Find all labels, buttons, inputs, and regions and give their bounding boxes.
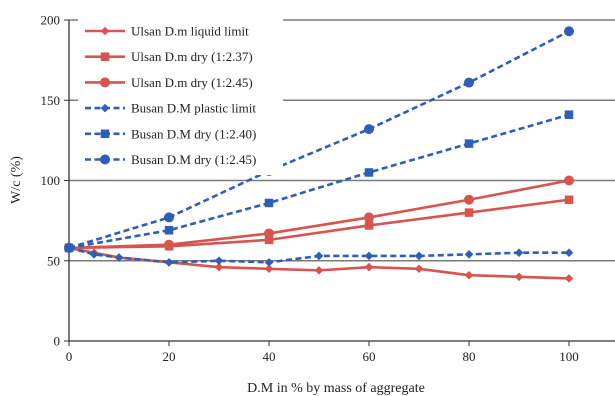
legend-entry-1: Ulsan D.m liquid limit <box>85 24 249 39</box>
data-point <box>114 253 124 262</box>
series-line <box>68 246 570 280</box>
data-point <box>364 212 374 223</box>
data-point <box>414 251 424 261</box>
legend-entry-4: Busan D.M plastic limit <box>85 101 256 116</box>
data-point <box>64 242 74 253</box>
legend-entry-5: Busan D.M dry (1:2.40) <box>85 126 256 141</box>
legend-label: Busan D.M plastic limit <box>131 101 256 116</box>
legend-swatch-marker <box>100 26 110 36</box>
data-point <box>364 221 374 230</box>
data-point <box>464 194 474 205</box>
data-point <box>564 195 574 205</box>
data-point <box>564 175 574 186</box>
data-point <box>264 198 274 208</box>
legend-entry-3: Ulsan D.m dry (1:2.45) <box>85 75 253 90</box>
x-tick-label: 20 <box>163 349 176 364</box>
legend-label: Busan D.M dry (1:2.40) <box>131 126 256 141</box>
data-point <box>364 251 374 261</box>
legend-entry-2: Ulsan D.m dry (1:2.37) <box>85 49 253 64</box>
x-tick-label: 100 <box>559 349 579 364</box>
data-point <box>264 264 274 274</box>
legend-swatch-marker <box>100 77 110 88</box>
x-tick-label: 0 <box>66 349 73 364</box>
y-tick-label: 200 <box>41 13 61 28</box>
data-point <box>364 124 374 135</box>
data-point <box>514 248 524 258</box>
y-tick-label: 150 <box>41 93 61 108</box>
data-point <box>164 212 174 223</box>
series-line <box>68 179 570 250</box>
data-point <box>564 274 574 283</box>
data-point <box>364 168 374 177</box>
data-point <box>214 262 224 272</box>
data-point <box>364 262 374 272</box>
data-point <box>464 250 474 259</box>
legend-background <box>78 17 283 175</box>
series-line <box>68 30 570 250</box>
data-point <box>514 272 524 282</box>
series-layer <box>64 26 574 283</box>
x-axis-title: D.M in % by mass of aggregate <box>247 381 425 396</box>
data-point <box>564 248 574 258</box>
data-point <box>164 258 174 267</box>
series-6 <box>64 26 574 253</box>
legend-swatch-marker <box>100 52 110 61</box>
legend-label: Busan D.M dry (1:2.45) <box>131 152 256 167</box>
data-point <box>414 264 424 274</box>
legend: Ulsan D.m liquid limit Ulsan D.m dry (1:2… <box>78 17 283 175</box>
data-point <box>264 258 274 267</box>
data-point <box>164 226 174 235</box>
x-tick-label: 40 <box>263 349 276 364</box>
data-point <box>564 110 574 119</box>
data-point <box>164 239 174 250</box>
legend-label: Ulsan D.m liquid limit <box>131 24 249 39</box>
data-point <box>214 256 224 266</box>
legend-label: Ulsan D.m dry (1:2.45) <box>131 75 253 90</box>
data-point <box>464 208 474 217</box>
series-line <box>68 198 570 250</box>
legend-swatch-marker <box>100 154 110 165</box>
x-tick-label: 60 <box>363 349 376 364</box>
data-point <box>564 26 574 37</box>
data-point <box>264 228 274 239</box>
data-point <box>464 77 474 88</box>
x-tick-label: 80 <box>463 349 476 364</box>
legend-entry-6: Busan D.M dry (1:2.45) <box>85 152 256 167</box>
y-tick-label: 0 <box>54 334 61 349</box>
y-axis-title: W/c (%) <box>9 156 24 204</box>
y-tick-label: 50 <box>47 253 60 268</box>
ticks-layer: 0 50 100 150 200 0 20 40 60 80 100 <box>41 13 579 365</box>
series-4 <box>64 243 574 267</box>
y-tick-label: 100 <box>41 173 61 188</box>
data-point <box>464 270 474 280</box>
data-point <box>314 251 324 261</box>
data-point <box>464 139 474 148</box>
series-line <box>68 246 569 264</box>
series-line <box>68 113 570 250</box>
data-point <box>314 266 324 275</box>
data-point <box>89 250 99 259</box>
data-point <box>264 235 274 245</box>
legend-swatch-marker <box>100 103 110 113</box>
legend-swatch-marker <box>100 129 110 139</box>
legend-label: Ulsan D.m dry (1:2.37) <box>131 49 253 64</box>
